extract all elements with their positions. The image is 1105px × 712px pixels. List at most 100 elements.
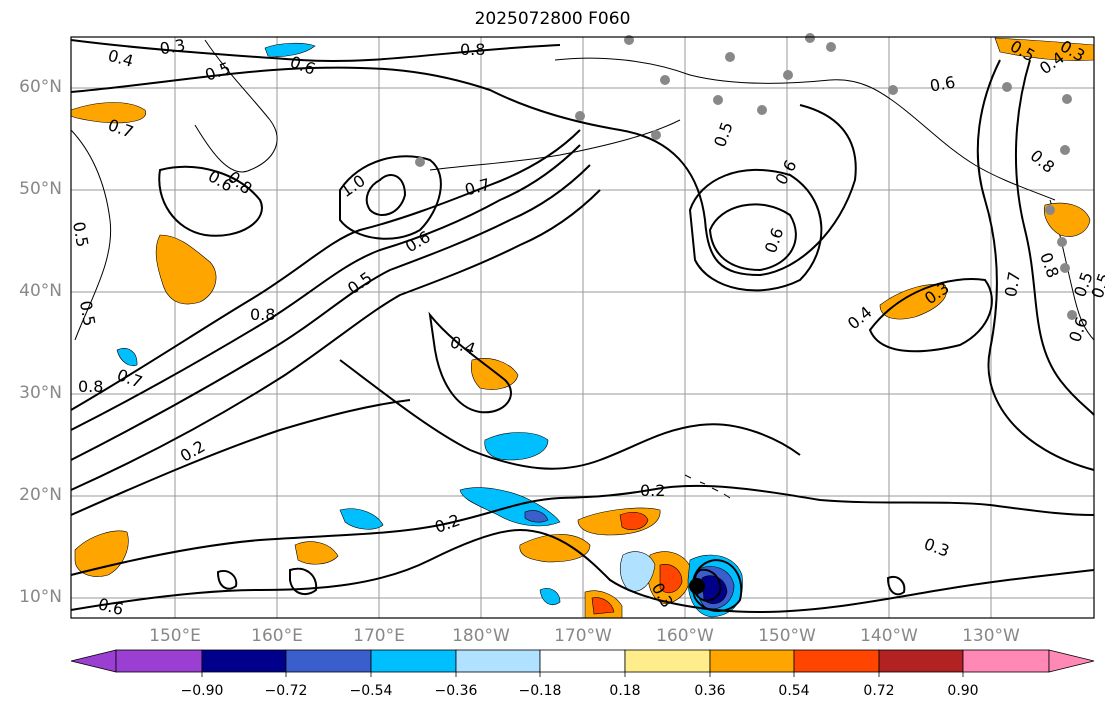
lat-label-50n: 50°N xyxy=(19,179,62,199)
contour-label: 0.8 xyxy=(224,167,256,198)
lon-label-170e: 170°E xyxy=(353,626,405,646)
contour-line xyxy=(339,155,442,240)
colorbar-tick-label: 0.90 xyxy=(947,683,979,699)
contour-label: 0.8 xyxy=(250,305,275,324)
negative-strong xyxy=(701,575,728,605)
contour-label: 0.5 xyxy=(710,119,737,149)
positive-anomaly xyxy=(70,102,147,124)
colorbar xyxy=(70,649,1095,677)
shaded-anomalies xyxy=(70,37,1095,619)
lon-label-150e: 150°E xyxy=(149,626,201,646)
lon-label-130w: 130°W xyxy=(962,626,1020,646)
colorbar-tick-label: −0.36 xyxy=(434,683,478,699)
lon-label-160w: 160°W xyxy=(656,626,714,646)
colorbar-tick-label: 0.18 xyxy=(609,683,641,699)
lat-label-10n: 10°N xyxy=(19,587,62,607)
contour-label: 0.6 xyxy=(771,157,800,189)
contour-line xyxy=(70,189,601,491)
lon-label-150w: 150°W xyxy=(758,626,816,646)
colorbar-tick-label: 0.54 xyxy=(778,683,810,699)
negative-anomaly xyxy=(339,508,384,530)
positive-anomaly xyxy=(879,284,947,320)
contour-line xyxy=(70,39,561,62)
positive-anomaly xyxy=(577,507,661,536)
colorbar-tick-label: −0.18 xyxy=(518,683,562,699)
contour-label: 0.2 xyxy=(640,481,665,500)
lat-label-60n: 60°N xyxy=(19,77,62,97)
lon-label-180w: 180°W xyxy=(452,626,510,646)
contour-label: 0.6 xyxy=(761,225,788,255)
positive-strong xyxy=(619,511,649,530)
contour-label: 1.0 xyxy=(337,171,369,201)
contour-label: 0.8 xyxy=(460,40,485,59)
positive-anomaly xyxy=(519,534,591,563)
negative-mid xyxy=(524,510,549,523)
gridlines xyxy=(71,37,1094,618)
colorbar-ticks xyxy=(201,672,964,677)
contour-line xyxy=(70,144,581,431)
negative-anomaly xyxy=(484,432,549,461)
colorbar-tick-label: −0.72 xyxy=(264,683,308,699)
map-frame xyxy=(70,36,1095,619)
contour-label: 0.5 xyxy=(69,220,92,248)
contour-line xyxy=(688,168,823,292)
contour-label: 0.8 xyxy=(78,377,103,396)
contour-label: 0.7 xyxy=(1001,270,1024,298)
contour-line xyxy=(708,203,797,272)
lon-label-170w: 170°W xyxy=(554,626,612,646)
aleutian-islands xyxy=(429,119,681,171)
contour-line xyxy=(70,484,1095,576)
contour-label: 0.6 xyxy=(928,72,956,95)
contour-line xyxy=(1014,59,1095,416)
hawaii-islands xyxy=(684,474,731,499)
contour-label: 0.2 xyxy=(177,436,209,465)
negative-anomaly xyxy=(539,588,561,605)
kamchatka-coast xyxy=(194,39,278,173)
contour-line xyxy=(428,311,512,414)
coastlines xyxy=(70,39,1095,499)
negative-light xyxy=(619,551,656,592)
lon-label-140w: 140°W xyxy=(860,626,918,646)
lat-label-40n: 40°N xyxy=(19,281,62,301)
negative-anomaly xyxy=(264,42,316,57)
positive-anomaly xyxy=(1043,202,1091,237)
contour-line xyxy=(70,399,411,516)
positive-anomaly xyxy=(470,358,519,390)
contour-label: 0.6 xyxy=(288,52,318,79)
contour-label: 0.8 xyxy=(1027,146,1059,177)
negative-anomaly xyxy=(116,348,138,367)
contour-label: 0.3 xyxy=(922,534,952,561)
colorbar-extend-high xyxy=(1048,649,1095,673)
positive-strong xyxy=(591,597,615,615)
station-markers xyxy=(415,33,1077,320)
contour-line xyxy=(868,278,993,353)
contour-line xyxy=(289,567,318,596)
colorbar-tick-label: −0.54 xyxy=(349,683,393,699)
contour-label: 0.3 xyxy=(158,35,186,58)
contour-line xyxy=(70,129,581,411)
map-title: 2025072800 F060 xyxy=(474,9,631,29)
contour-label: 0.5 xyxy=(344,268,376,298)
lat-label-20n: 20°N xyxy=(19,485,62,505)
contour-line xyxy=(886,576,906,596)
contour-line xyxy=(158,165,263,237)
positive-anomaly xyxy=(294,541,339,565)
contour-label: 0.4 xyxy=(106,46,136,71)
asia-coast xyxy=(70,129,112,341)
contour-label: 0.8 xyxy=(1036,250,1063,280)
positive-anomaly xyxy=(155,234,217,305)
positive-strong xyxy=(659,564,683,594)
contour-label: 0.7 xyxy=(463,175,493,200)
contour-line xyxy=(70,164,591,461)
contour-label: 0.5 xyxy=(203,58,233,85)
contour-line xyxy=(70,66,857,277)
colorbar-tick-label: 0.36 xyxy=(694,683,726,699)
positive-anomaly xyxy=(74,530,129,577)
contour-line xyxy=(976,59,1095,471)
cyclone-center xyxy=(689,578,705,594)
lat-label-30n: 30°N xyxy=(19,383,62,403)
contour-line xyxy=(365,174,407,216)
lon-label-160e: 160°E xyxy=(251,626,303,646)
contour-label: 0.6 xyxy=(402,227,434,256)
